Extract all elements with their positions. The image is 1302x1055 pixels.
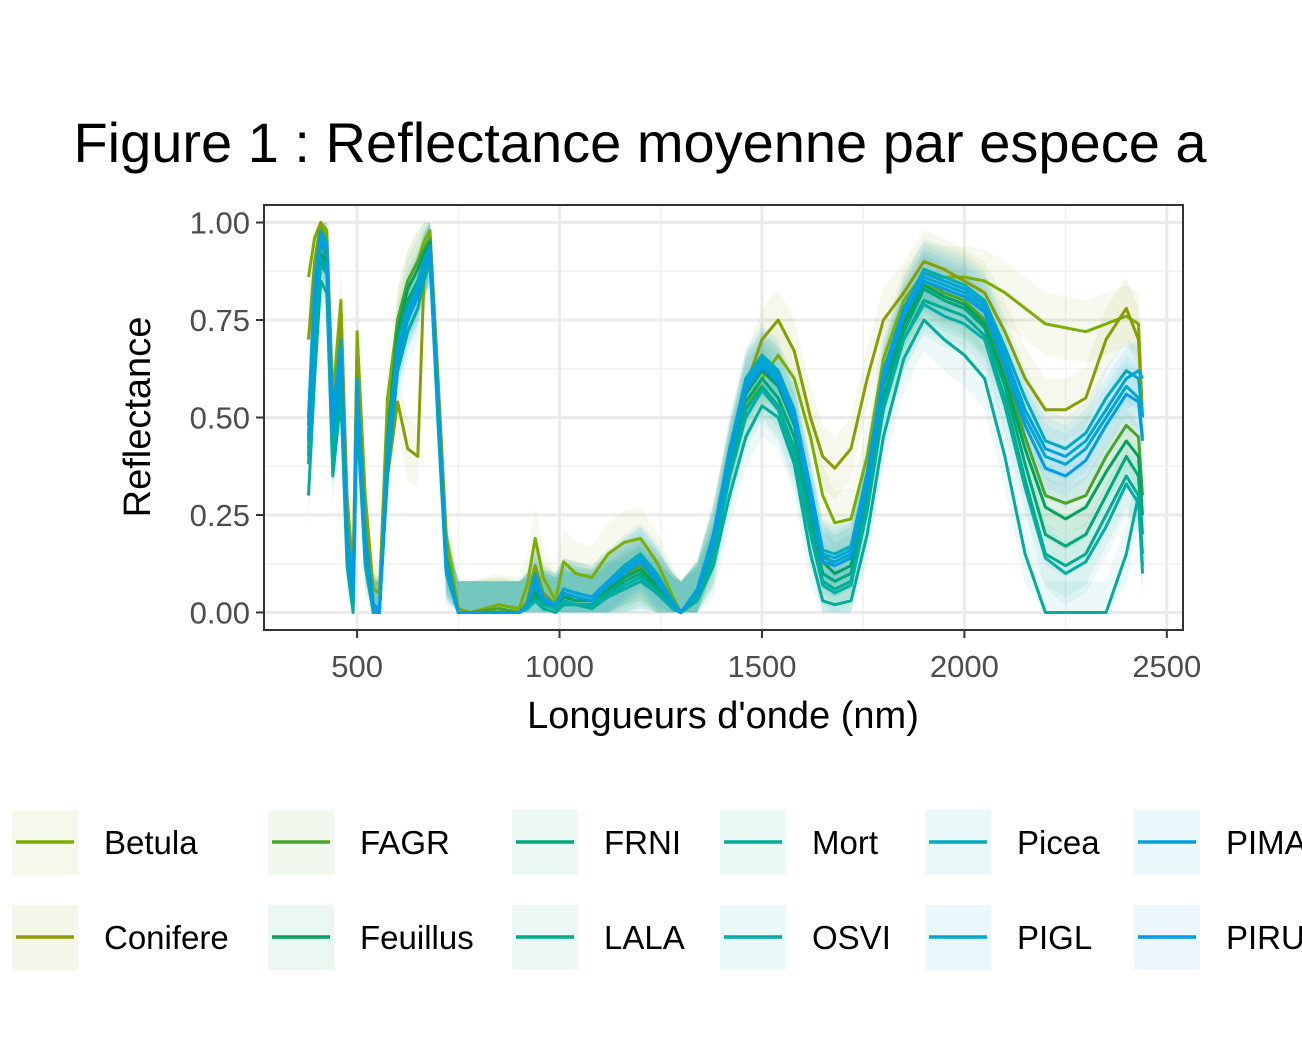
- legend-label: Mort: [812, 824, 878, 861]
- ribbon-osvi: [308, 222, 1143, 613]
- legend-item-osvi: OSVI: [720, 905, 891, 970]
- series-line-pima: [307, 232, 1144, 614]
- series-line-osvi: [307, 252, 1144, 614]
- y-tick-label: 0.00: [190, 595, 250, 630]
- x-tick-label: 500: [331, 649, 383, 684]
- legend-label: Betula: [104, 824, 198, 861]
- y-tick-label: 0.50: [190, 401, 250, 436]
- legend-label: FAGR: [360, 824, 450, 861]
- series-lines: [307, 221, 1144, 614]
- y-tick-label: 0.25: [190, 498, 250, 533]
- legend-label: Conifere: [104, 919, 229, 956]
- legend-item-piru: PIRU: [1134, 905, 1302, 970]
- legend-item-pima: PIMA: [1134, 810, 1302, 875]
- series-line-betula: [307, 221, 1144, 614]
- ribbon-lala: [308, 222, 1143, 613]
- legend-item-picea: Picea: [925, 810, 1100, 875]
- legend-item-betula: Betula: [12, 810, 198, 875]
- legend-item-mort: Mort: [720, 810, 878, 875]
- legend-label: PIRU: [1226, 919, 1302, 956]
- confidence-ribbons: [308, 222, 1143, 613]
- legend-item-lala: LALA: [512, 905, 685, 970]
- x-axis-label: Longueurs d'onde (nm): [527, 695, 919, 737]
- x-tick-label: 1500: [727, 649, 796, 684]
- ribbon-frni: [308, 222, 1143, 613]
- series-line-piru: [307, 240, 1144, 614]
- x-tick-label: 2500: [1132, 649, 1201, 684]
- y-axis-label: Reflectance: [117, 317, 159, 518]
- chart-title: Figure 1 : Reflectance moyenne par espec…: [73, 111, 1207, 174]
- legend: Betula FAGR FRNI Mort Picea PIMA Conifere Feuil…: [12, 810, 1302, 970]
- y-tick-label: 0.75: [190, 303, 250, 338]
- legend-label: PIMA: [1226, 824, 1302, 861]
- x-tick-label: 1000: [525, 649, 594, 684]
- legend-label: FRNI: [604, 824, 681, 861]
- legend-label: Picea: [1017, 824, 1100, 861]
- legend-item-pigl: PIGL: [925, 905, 1092, 970]
- ribbon-mort: [308, 230, 1143, 613]
- legend-item-conifere: Conifere: [12, 905, 229, 970]
- legend-label: PIGL: [1017, 919, 1092, 956]
- y-axis: 0.00 0.25 0.50 0.75 1.00: [190, 206, 264, 630]
- legend-label: OSVI: [812, 919, 891, 956]
- legend-item-frni: FRNI: [512, 810, 681, 875]
- x-tick-label: 2000: [930, 649, 999, 684]
- legend-item-feuillus: Feuillus: [268, 905, 474, 970]
- x-axis: 500 1000 1500 2000 2500: [331, 630, 1201, 684]
- ribbon-feuillus: [308, 222, 1143, 613]
- legend-label: LALA: [604, 919, 685, 956]
- legend-item-fagr: FAGR: [268, 810, 450, 875]
- y-tick-label: 1.00: [190, 206, 250, 241]
- legend-label: Feuillus: [360, 919, 474, 956]
